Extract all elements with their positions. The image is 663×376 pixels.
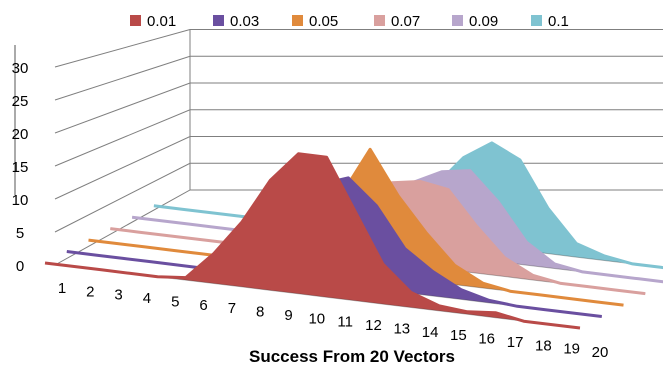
legend-swatch — [130, 15, 141, 26]
x-tick-label: 15 — [450, 327, 467, 344]
y-tick-label: 30 — [12, 60, 29, 77]
x-tick-label: 11 — [337, 314, 353, 331]
legend-swatch — [374, 15, 385, 26]
legend-label: 0.07 — [391, 13, 420, 30]
y-tick-label: 20 — [12, 126, 29, 143]
x-axis-label: Success From 20 Vectors — [249, 347, 455, 366]
x-tick-label: 8 — [256, 304, 264, 321]
x-tick-label: 5 — [171, 294, 179, 311]
x-tick-label: 1 — [58, 280, 66, 297]
x-tick-label: 7 — [228, 300, 236, 317]
y-tick-label: 25 — [12, 93, 29, 110]
y-tick-label: 5 — [16, 225, 24, 242]
legend-label: 0.1 — [548, 13, 569, 30]
legend-label: 0.03 — [230, 13, 259, 30]
legend-swatch — [531, 15, 542, 26]
x-tick-label: 19 — [563, 341, 580, 358]
x-tick-label: 14 — [422, 324, 439, 341]
x-tick-label: 18 — [535, 337, 552, 354]
x-tick-label: 20 — [592, 344, 609, 361]
x-tick-label: 3 — [114, 287, 122, 304]
legend-swatch — [292, 15, 303, 26]
x-tick-label: 4 — [143, 290, 151, 307]
legend-label: 0.05 — [309, 13, 338, 30]
legend-swatch — [213, 15, 224, 26]
y-tick-label: 15 — [12, 159, 29, 176]
legend-label: 0.01 — [147, 13, 176, 30]
x-tick-label: 12 — [365, 317, 382, 334]
legend-label: 0.09 — [469, 13, 498, 30]
y-tick-label: 0 — [16, 258, 24, 275]
gridline — [55, 83, 663, 133]
x-tick-label: 16 — [478, 331, 495, 348]
legend: 0.01 0.03 0.05 0.07 0.09 0.1 — [130, 13, 569, 30]
y-axis-ticks: 0 5 10 15 20 25 30 — [12, 60, 29, 275]
x-tick-label: 6 — [199, 297, 207, 314]
x-tick-label: 17 — [507, 334, 524, 351]
series-group — [45, 143, 663, 328]
x-tick-label: 13 — [393, 320, 410, 337]
x-tick-label: 9 — [284, 307, 292, 324]
gridline — [55, 30, 663, 68]
gridline — [55, 110, 663, 166]
legend-swatch — [452, 15, 463, 26]
y-tick-label: 10 — [12, 192, 29, 209]
x-tick-label: 10 — [308, 310, 325, 327]
x-tick-label: 2 — [86, 283, 94, 300]
gridline — [55, 56, 663, 100]
